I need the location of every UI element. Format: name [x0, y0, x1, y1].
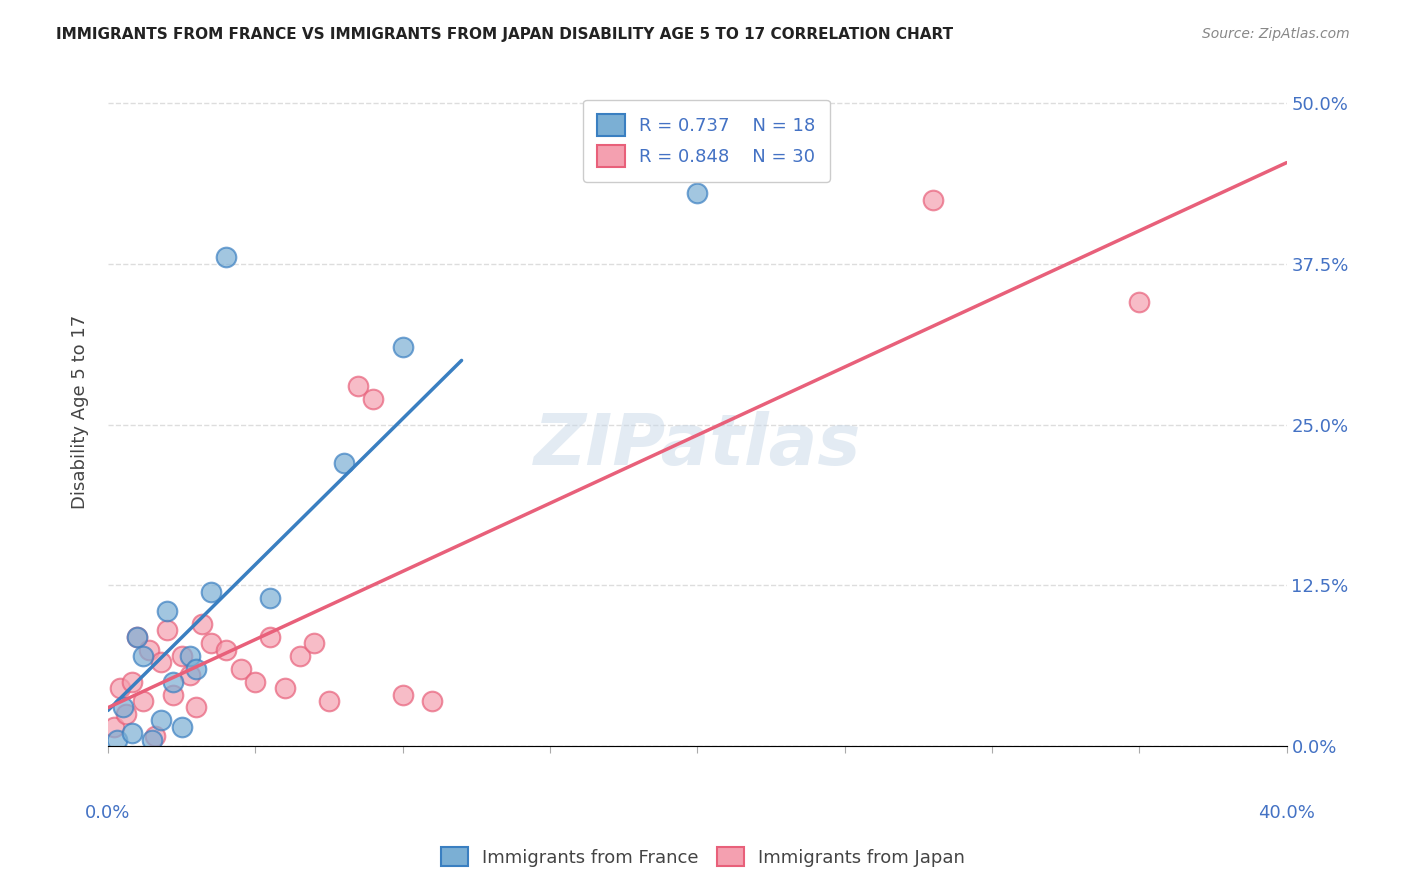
Point [170, 648, 193, 663]
Point [686, 186, 709, 201]
Point [103, 720, 125, 734]
Point [132, 694, 155, 708]
Point [150, 714, 173, 728]
Point [121, 674, 143, 689]
Point [215, 251, 238, 265]
Point [156, 624, 179, 638]
Point [121, 726, 143, 740]
Point [361, 392, 384, 406]
Point [170, 720, 193, 734]
Point [127, 630, 149, 644]
Point [179, 668, 201, 682]
Point [108, 681, 131, 696]
Point [114, 706, 136, 721]
Text: 40.0%: 40.0% [1258, 804, 1315, 822]
Point [179, 648, 201, 663]
Legend: Immigrants from France, Immigrants from Japan: Immigrants from France, Immigrants from … [433, 840, 973, 874]
Point [922, 193, 945, 207]
Legend: R = 0.737    N = 18, R = 0.848    N = 30: R = 0.737 N = 18, R = 0.848 N = 30 [583, 100, 830, 182]
Point [186, 662, 208, 676]
Point [162, 674, 184, 689]
Point [186, 700, 208, 714]
Point [143, 729, 166, 743]
Point [259, 591, 281, 606]
Point [132, 648, 155, 663]
Point [1128, 295, 1150, 310]
Point [156, 604, 179, 618]
Text: ZIPatlas: ZIPatlas [534, 410, 860, 480]
Y-axis label: Disability Age 5 to 17: Disability Age 5 to 17 [72, 315, 89, 508]
Text: 0.0%: 0.0% [86, 804, 131, 822]
Point [420, 694, 443, 708]
Point [215, 642, 238, 657]
Point [347, 379, 370, 393]
Point [245, 674, 267, 689]
Text: IMMIGRANTS FROM FRANCE VS IMMIGRANTS FROM JAPAN DISABILITY AGE 5 TO 17 CORRELATI: IMMIGRANTS FROM FRANCE VS IMMIGRANTS FRO… [56, 27, 953, 42]
Point [259, 630, 281, 644]
Point [332, 456, 354, 470]
Point [111, 700, 134, 714]
Text: Source: ZipAtlas.com: Source: ZipAtlas.com [1202, 27, 1350, 41]
Point [200, 636, 222, 650]
Point [318, 694, 340, 708]
Point [141, 732, 163, 747]
Point [391, 341, 413, 355]
Point [391, 688, 413, 702]
Point [200, 584, 222, 599]
Point [127, 630, 149, 644]
Point [105, 732, 128, 747]
Point [288, 648, 311, 663]
Point [191, 616, 214, 631]
Point [150, 656, 173, 670]
Point [138, 642, 160, 657]
Point [274, 681, 297, 696]
Point [229, 662, 252, 676]
Point [304, 636, 326, 650]
Point [162, 688, 184, 702]
